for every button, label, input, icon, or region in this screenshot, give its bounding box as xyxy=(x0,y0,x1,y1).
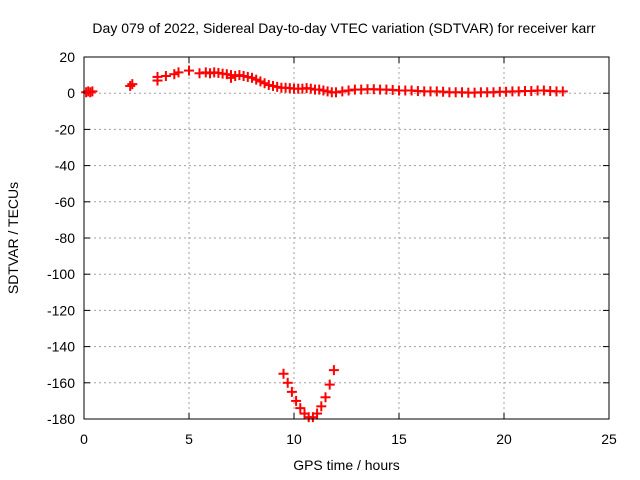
grid-lines xyxy=(84,57,609,419)
data-point xyxy=(328,365,339,376)
y-tick-label: -100 xyxy=(47,266,75,282)
x-tick-label: 0 xyxy=(80,431,88,447)
x-tick-label: 10 xyxy=(286,431,302,447)
y-tick-label: 0 xyxy=(67,85,75,101)
data-point xyxy=(160,71,171,82)
data-point xyxy=(127,79,138,90)
data-points xyxy=(81,65,568,423)
data-point xyxy=(324,379,335,390)
x-tick-label: 15 xyxy=(391,431,407,447)
data-point xyxy=(295,403,306,414)
data-point xyxy=(278,368,289,379)
data-point xyxy=(286,386,297,397)
chart-title: Day 079 of 2022, Sidereal Day-to-day VTE… xyxy=(92,20,595,36)
y-tick-label: 20 xyxy=(59,49,75,65)
x-tick-label: 5 xyxy=(185,431,193,447)
plot-frame xyxy=(83,56,610,420)
data-point xyxy=(291,395,302,406)
data-point xyxy=(557,86,568,97)
data-point xyxy=(184,65,194,76)
y-tick-label: -40 xyxy=(55,158,75,174)
data-point xyxy=(312,408,323,419)
data-point xyxy=(316,401,327,412)
y-tick-label: -160 xyxy=(47,375,75,391)
y-tick-label: -80 xyxy=(55,230,75,246)
y-tick-label: -60 xyxy=(55,194,75,210)
x-axis-label: GPS time / hours xyxy=(293,457,400,473)
data-point xyxy=(173,67,184,78)
y-tick-label: -20 xyxy=(55,121,75,137)
data-point xyxy=(152,71,163,82)
x-axis-ticks: 0 5 10 15 20 25 xyxy=(80,57,617,447)
x-tick-label: 25 xyxy=(601,431,617,447)
data-point xyxy=(320,392,331,403)
y-tick-label: -140 xyxy=(47,339,75,355)
y-axis-label: SDTVAR / TECUs xyxy=(5,182,21,294)
y-axis-ticks: 20 0 -20 -40 -60 -80 -100 -120 -140 -160 -180 xyxy=(47,49,609,427)
data-point xyxy=(282,377,293,388)
y-tick-label: -120 xyxy=(47,302,75,318)
y-tick-label: -180 xyxy=(47,411,75,427)
data-point xyxy=(125,80,136,91)
data-point xyxy=(87,86,98,97)
x-tick-label: 20 xyxy=(496,431,512,447)
